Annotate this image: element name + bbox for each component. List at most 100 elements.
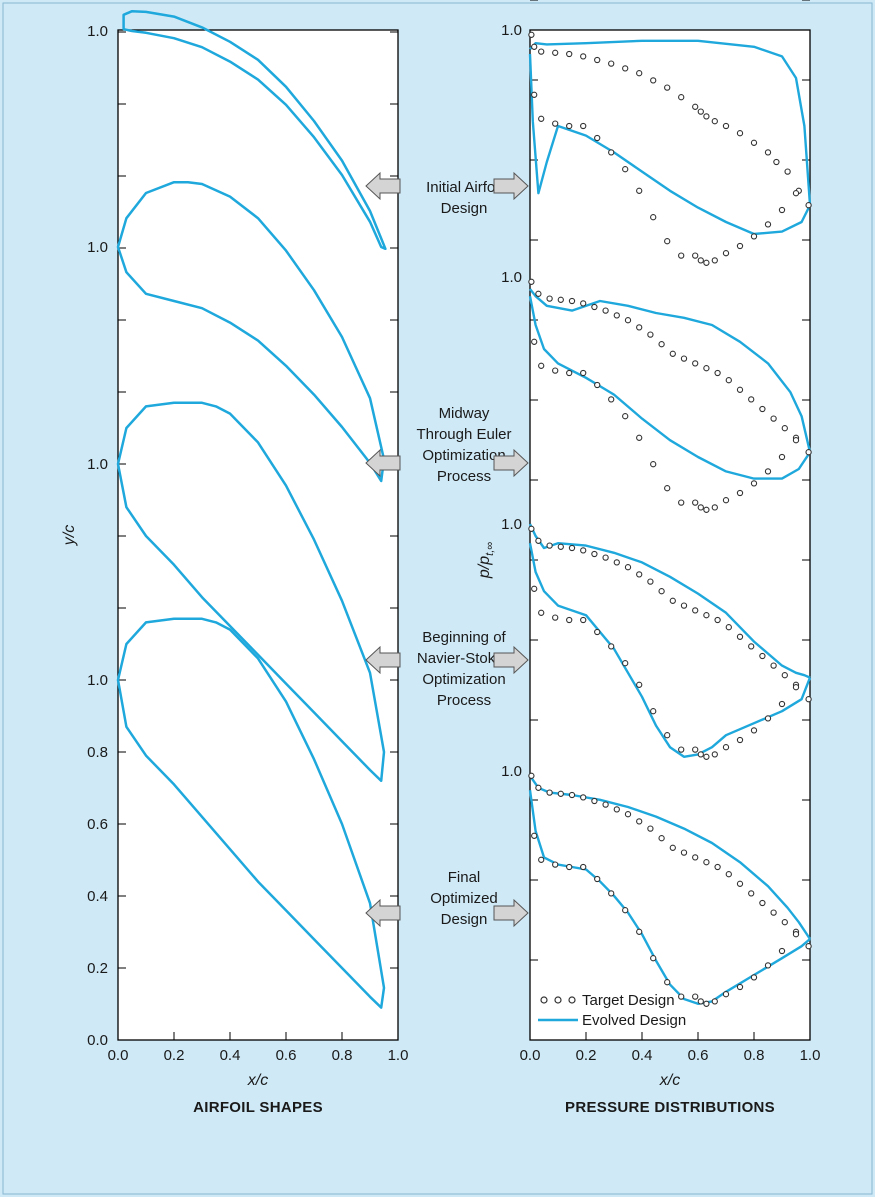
arrow-left-icon [365,645,401,675]
airfoil-x-tick-label: 1.0 [388,1047,409,1064]
target-marker [764,715,772,722]
target-marker [528,278,535,285]
target-marker [722,122,730,130]
target-marker [669,350,676,357]
airfoil-y-tick-label: 0.6 [87,816,108,833]
target-marker [622,413,629,420]
target-marker [805,449,812,456]
target-marker [636,818,643,825]
target-marker [759,405,766,413]
target-marker [658,341,665,348]
arrow-left-icon [365,171,401,201]
stage-label: Final Optimized Design [430,869,498,928]
legend-evolved-label: Evolved Design [582,1012,686,1029]
target-marker [624,811,632,818]
airfoil-y-tick-label: 0.2 [87,960,108,977]
target-marker [750,480,758,487]
target-marker [622,65,629,72]
target-marker [636,681,643,688]
target-marker [622,660,629,667]
target-marker [664,979,671,986]
stage-labels: Initial Airfoil Design Midway Through Euler… [365,171,529,928]
target-marker [703,365,710,372]
target-marker [608,60,615,67]
evolved-lower-curve [528,295,811,480]
target-marker [736,633,744,640]
target-marker [647,825,654,832]
target-marker [664,84,671,91]
pressure-x-axis-label: x/c [659,1072,680,1089]
target-marker [566,50,573,58]
target-marker [591,797,598,805]
airfoil-y-tick-label: 0.0 [87,1032,108,1049]
stage-label-line: Process [437,692,491,709]
arrow-right-icon [493,645,529,675]
target-marker [748,396,755,403]
target-marker [781,919,788,926]
airfoil-x-tick-label: 0.2 [164,1047,185,1064]
pressure-x-tick-label: 0.0 [520,1047,541,1064]
target-marker [697,998,704,1005]
target-marker [792,684,800,691]
target-marker [591,303,598,311]
target-marker [748,643,755,650]
target-marker [538,48,545,55]
target-marker [613,312,620,319]
target-marker [664,238,671,245]
evolved-lower-curve [528,53,812,236]
airfoil-peak-tick-label: 1.0 [87,23,108,40]
target-marker [664,732,671,739]
target-marker [552,367,559,374]
target-marker [678,746,685,753]
target-marker [711,257,718,264]
airfoil-x-tick-label: 0.8 [332,1047,353,1064]
target-marker [580,794,587,801]
target-marker [538,856,545,863]
target-marker [736,736,744,744]
target-marker [546,295,553,302]
target-marker [636,571,643,578]
evolved-lower-curve [528,790,811,1005]
target-marker [781,425,788,432]
target-marker [557,790,564,797]
target-marker [697,108,704,115]
target-marker [792,931,800,938]
target-marker [764,468,772,475]
target-marker [778,700,786,708]
legend-marker-3 [568,996,576,1004]
target-marker [703,259,710,266]
target-marker [725,871,732,878]
target-marker [566,369,573,377]
legend-marker-2 [554,996,562,1004]
target-marker [624,317,632,324]
target-marker [784,168,791,175]
target-marker [692,499,699,506]
target-marker [778,453,786,461]
pressure-x-tick-label: 0.8 [744,1047,765,1064]
target-marker [622,907,629,914]
target-marker [608,396,615,403]
target-marker [692,360,699,367]
target-marker [636,434,643,441]
pressure-y-axis-label: p/pt,∞ [476,542,496,579]
target-marker [781,672,788,679]
airfoil-peak-tick-label: 1.0 [87,456,108,473]
target-marker [736,386,744,393]
target-marker [692,854,699,861]
target-marker [725,377,732,384]
stage-label-line: Optimization [422,447,505,464]
target-marker [636,928,643,935]
target-marker [736,880,744,887]
evolved-upper-curve [529,775,811,940]
target-marker [722,250,730,257]
target-marker [792,190,800,197]
target-marker [678,499,685,506]
target-marker [703,859,710,866]
target-marker [778,947,786,955]
airfoil-x-tick-label: 0.4 [220,1047,241,1064]
target-marker [725,624,732,631]
target-marker [703,1000,710,1007]
target-marker [692,252,699,259]
pressure-distributions-panel: 1.0 1.0 1.0 1.0 0.0 0.2 0.4 0.6 0.8 1.0 p/pt,∞ x… [476,0,820,1116]
target-marker [535,784,542,791]
